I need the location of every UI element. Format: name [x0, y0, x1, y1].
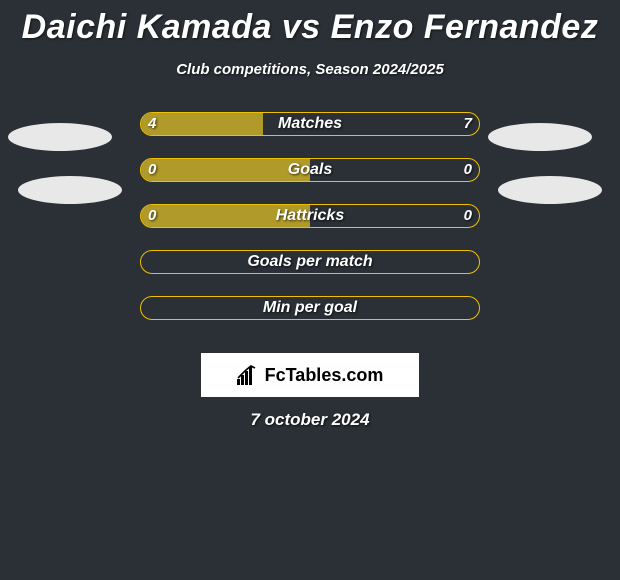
- stat-bar-fill: [141, 159, 310, 181]
- decorative-ellipse: [488, 123, 592, 151]
- stat-row: Min per goal: [0, 296, 620, 320]
- stat-value-left: 4: [148, 112, 156, 136]
- stat-value-right: 0: [464, 158, 472, 182]
- decorative-ellipse: [8, 123, 112, 151]
- stat-row: Hattricks00: [0, 204, 620, 228]
- snapshot-date: 7 october 2024: [0, 410, 620, 430]
- stat-row: Goals per match: [0, 250, 620, 274]
- decorative-ellipse: [498, 176, 602, 204]
- stat-bar: [140, 204, 480, 228]
- stat-value-left: 0: [148, 158, 156, 182]
- stat-value-right: 0: [464, 204, 472, 228]
- source-badge: FcTables.com: [201, 353, 419, 397]
- page-title: Daichi Kamada vs Enzo Fernandez: [0, 0, 620, 47]
- stat-bar-fill: [141, 205, 310, 227]
- stat-bar: [140, 158, 480, 182]
- stat-bar-fill: [141, 113, 263, 135]
- stat-bar: [140, 296, 480, 320]
- subtitle: Club competitions, Season 2024/2025: [0, 61, 620, 78]
- decorative-ellipse: [18, 176, 122, 204]
- stat-bar: [140, 250, 480, 274]
- stat-value-right: 7: [464, 112, 472, 136]
- stat-bar: [140, 112, 480, 136]
- stat-value-left: 0: [148, 204, 156, 228]
- source-badge-text: FcTables.com: [265, 365, 384, 386]
- chart-icon: [237, 365, 259, 385]
